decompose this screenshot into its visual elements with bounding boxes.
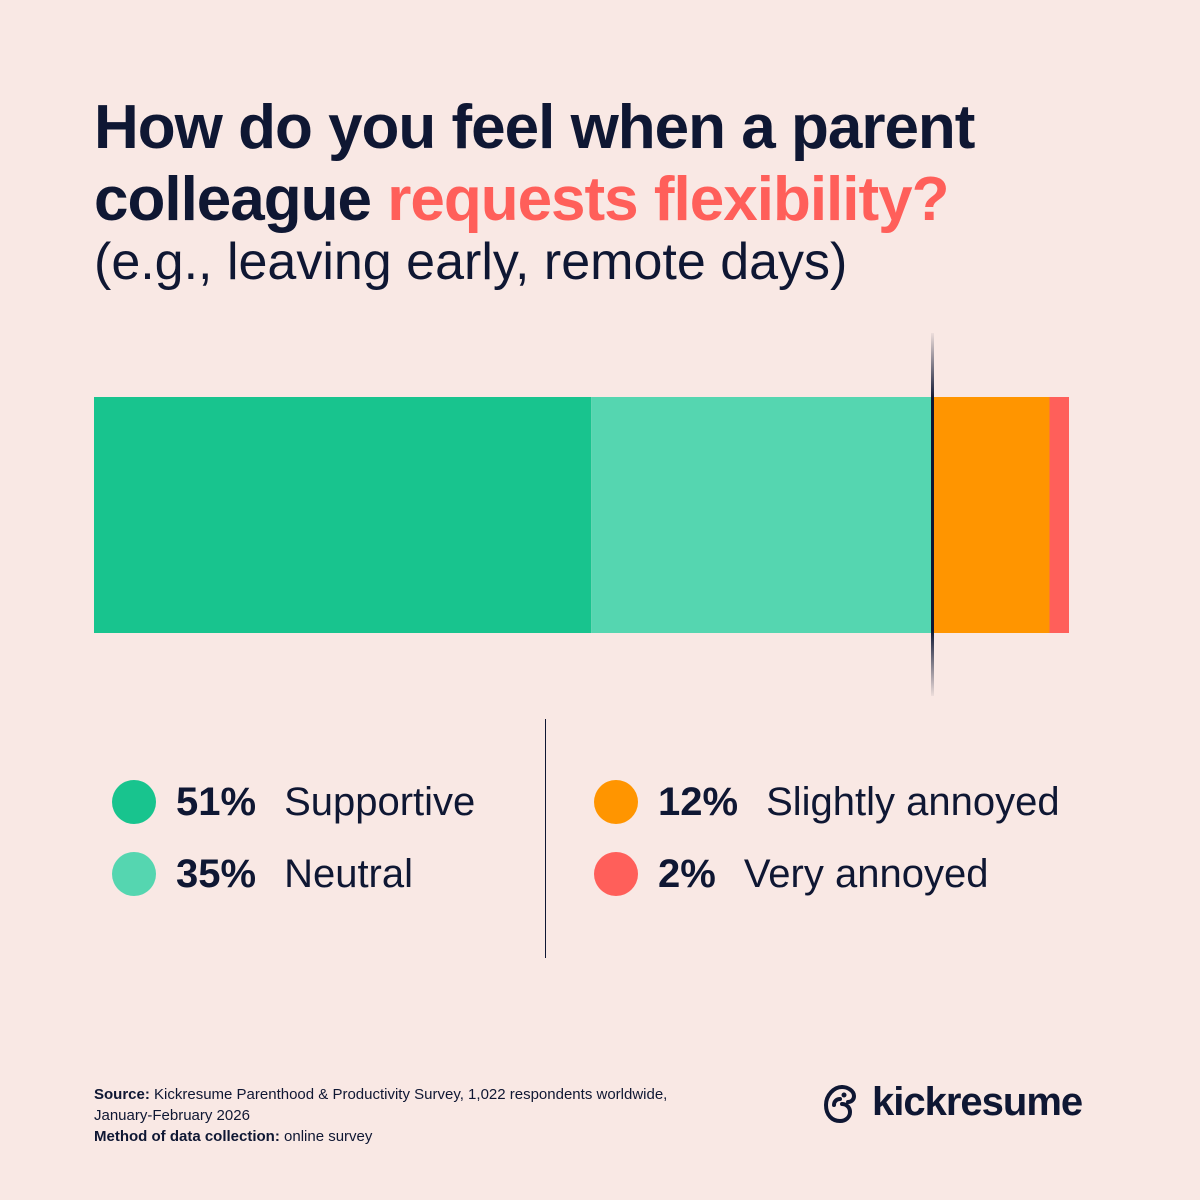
chart-title: How do you feel when a parent colleague …: [94, 92, 1200, 236]
method-label: Method of data collection:: [94, 1128, 280, 1145]
kickresume-logo: kickresume: [820, 1080, 1083, 1125]
legend-dot: [112, 780, 156, 824]
legend-negative: 12% Slightly annoyed 2% Very annoyed: [594, 778, 1060, 922]
legend-divider: [545, 719, 546, 958]
legend-label: Very annoyed: [743, 851, 989, 896]
legend-item-neutral: 35% Neutral: [112, 850, 475, 898]
chart-subtitle: (e.g., leaving early, remote days): [94, 233, 848, 291]
legend-item-very-annoyed: 2% Very annoyed: [594, 850, 1060, 898]
legend-item-slightly-annoyed: 12% Slightly annoyed: [594, 778, 1060, 826]
legend-value: 51%: [176, 779, 257, 824]
logo-text: kickresume: [872, 1080, 1083, 1124]
legend-value: 12%: [658, 779, 739, 824]
title-text: How do you feel when a parent colleague: [94, 93, 975, 234]
positive-negative-divider: [931, 333, 934, 696]
title-highlight: requests flexibility?: [387, 165, 949, 234]
legend-dot: [594, 780, 638, 824]
source-date: January-February 2026: [94, 1107, 250, 1124]
source-footer: Source: Kickresume Parenthood & Producti…: [94, 1084, 667, 1147]
legend-value: 2%: [658, 851, 716, 896]
bar-segment-neutral: [591, 397, 933, 633]
chameleon-logo-icon: [823, 1084, 857, 1123]
legend-value: 35%: [176, 851, 257, 896]
source-label: Source:: [94, 1086, 150, 1103]
legend-positive: 51% Supportive 35% Neutral: [112, 778, 475, 922]
legend-item-supportive: 51% Supportive: [112, 778, 475, 826]
stacked-bar-chart: [94, 333, 1069, 696]
bar-segment-slightly-annoyed: [932, 397, 1050, 633]
source-text: Kickresume Parenthood & Productivity Sur…: [149, 1086, 668, 1103]
legend-label: Supportive: [284, 779, 476, 824]
bar-segment-supportive: [94, 397, 592, 633]
legend-dot: [594, 852, 638, 896]
bar-segment-very-annoyed: [1049, 397, 1069, 633]
legend-dot: [112, 852, 156, 896]
legend-label: Neutral: [284, 851, 414, 896]
method-text: online survey: [279, 1128, 373, 1145]
legend-label: Slightly annoyed: [766, 779, 1060, 824]
